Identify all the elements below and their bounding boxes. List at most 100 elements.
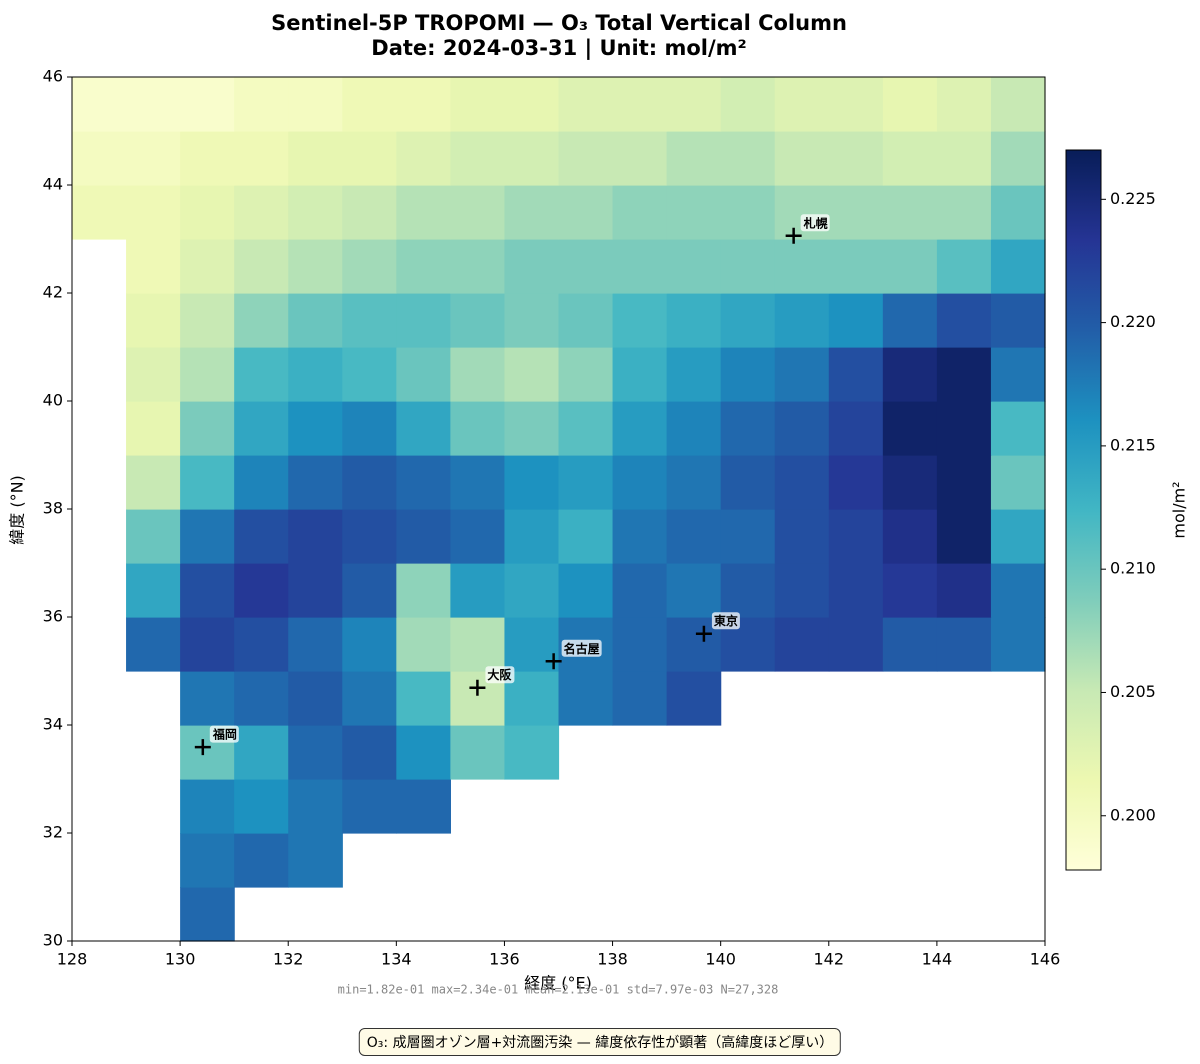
heatmap-cell <box>126 293 181 348</box>
heatmap-cell <box>234 833 289 888</box>
x-tick-label: 132 <box>273 950 304 969</box>
heatmap-cell <box>504 401 560 456</box>
heatmap-cell <box>612 293 668 348</box>
heatmap-cell <box>342 239 397 294</box>
heatmap-cell <box>936 617 992 672</box>
heatmap-cell <box>126 185 181 240</box>
heatmap-cell <box>126 131 181 186</box>
heatmap-cell <box>342 725 397 780</box>
colorbar-tick-label: 0.220 <box>1110 312 1156 331</box>
heatmap-cell <box>666 671 722 726</box>
heatmap-cell <box>558 77 614 132</box>
heatmap-cell <box>180 833 235 888</box>
heatmap-cell <box>936 77 992 132</box>
heatmap-cell <box>504 725 560 780</box>
heatmap-cell <box>234 185 289 240</box>
heatmap-cell <box>180 77 235 132</box>
x-axis-label: 経度 (°E) <box>524 974 592 993</box>
heatmap-cell <box>666 347 722 402</box>
heatmap-cell <box>990 617 1046 672</box>
heatmap-cell <box>180 887 235 942</box>
city-label-bg <box>561 639 602 657</box>
heatmap-cell <box>234 239 289 294</box>
colorbar-tick-label: 0.225 <box>1110 189 1156 208</box>
y-tick-label: 38 <box>43 499 63 518</box>
heatmap-cells <box>72 77 1046 942</box>
heatmap-cell <box>558 239 614 294</box>
heatmap-cell <box>288 239 343 294</box>
heatmap-cell <box>450 131 506 186</box>
heatmap-cell <box>180 185 235 240</box>
heatmap-cell <box>450 509 506 564</box>
heatmap-cell <box>882 185 938 240</box>
heatmap-cell <box>288 293 343 348</box>
city-label: 東京 <box>714 613 738 628</box>
heatmap-cell <box>774 617 830 672</box>
heatmap-cell <box>72 185 127 240</box>
heatmap-cell <box>612 455 668 510</box>
heatmap-cell <box>396 347 451 402</box>
heatmap-cell <box>450 347 506 402</box>
heatmap-cell <box>450 455 506 510</box>
y-tick-label: 32 <box>43 823 63 842</box>
heatmap-cell <box>882 455 938 510</box>
heatmap-cell <box>342 185 397 240</box>
heatmap-cell <box>774 131 830 186</box>
heatmap-cell <box>936 455 992 510</box>
heatmap-cell <box>72 77 127 132</box>
heatmap-cell <box>612 131 668 186</box>
heatmap-cell <box>558 671 614 726</box>
heatmap-cell <box>396 77 451 132</box>
heatmap-cell <box>396 725 451 780</box>
heatmap-cell <box>342 77 397 132</box>
colorbar-tick-label: 0.205 <box>1110 682 1156 701</box>
heatmap-cell <box>234 617 289 672</box>
heatmap-cell <box>288 617 343 672</box>
heatmap-cell <box>234 563 289 618</box>
heatmap-cell <box>612 347 668 402</box>
heatmap-cell <box>288 455 343 510</box>
x-tick-label: 130 <box>165 950 196 969</box>
heatmap-cell <box>990 347 1046 402</box>
heatmap-cell <box>882 131 938 186</box>
heatmap-cell <box>558 131 614 186</box>
heatmap-cell <box>990 509 1046 564</box>
heatmap-cell <box>288 509 343 564</box>
heatmap-cell <box>504 185 560 240</box>
city-marker <box>785 227 802 244</box>
heatmap-cell <box>288 347 343 402</box>
heatmap-cell <box>504 617 560 672</box>
heatmap-cell <box>234 131 289 186</box>
heatmap-cell <box>558 347 614 402</box>
heatmap-cell <box>342 347 397 402</box>
heatmap-cell <box>612 617 668 672</box>
city-label-bg <box>800 214 830 232</box>
heatmap-cell <box>288 833 343 888</box>
heatmap-cell <box>990 77 1046 132</box>
heatmap-cell <box>396 401 451 456</box>
heatmap-cell <box>774 293 830 348</box>
heatmap-cell <box>882 401 938 456</box>
heatmap-cell <box>666 509 722 564</box>
heatmap-cell <box>396 293 451 348</box>
heatmap-cell <box>612 239 668 294</box>
heatmap-cell <box>828 77 884 132</box>
x-tick-label: 138 <box>597 950 628 969</box>
y-tick-label: 34 <box>43 715 63 734</box>
heatmap-cell <box>612 401 668 456</box>
heatmap-cell <box>990 455 1046 510</box>
heatmap-cell <box>828 131 884 186</box>
heatmap-cell <box>990 401 1046 456</box>
heatmap-cell <box>504 131 560 186</box>
heatmap-cell <box>882 563 938 618</box>
heatmap-cell <box>450 185 506 240</box>
heatmap-cell <box>936 563 992 618</box>
heatmap-cell <box>180 779 235 834</box>
heatmap-cell <box>936 401 992 456</box>
heatmap-cell <box>396 563 451 618</box>
heatmap-cell <box>828 347 884 402</box>
heatmap-cell <box>828 455 884 510</box>
colorbar-tick-label: 0.210 <box>1110 559 1156 578</box>
city-label: 名古屋 <box>564 641 600 656</box>
